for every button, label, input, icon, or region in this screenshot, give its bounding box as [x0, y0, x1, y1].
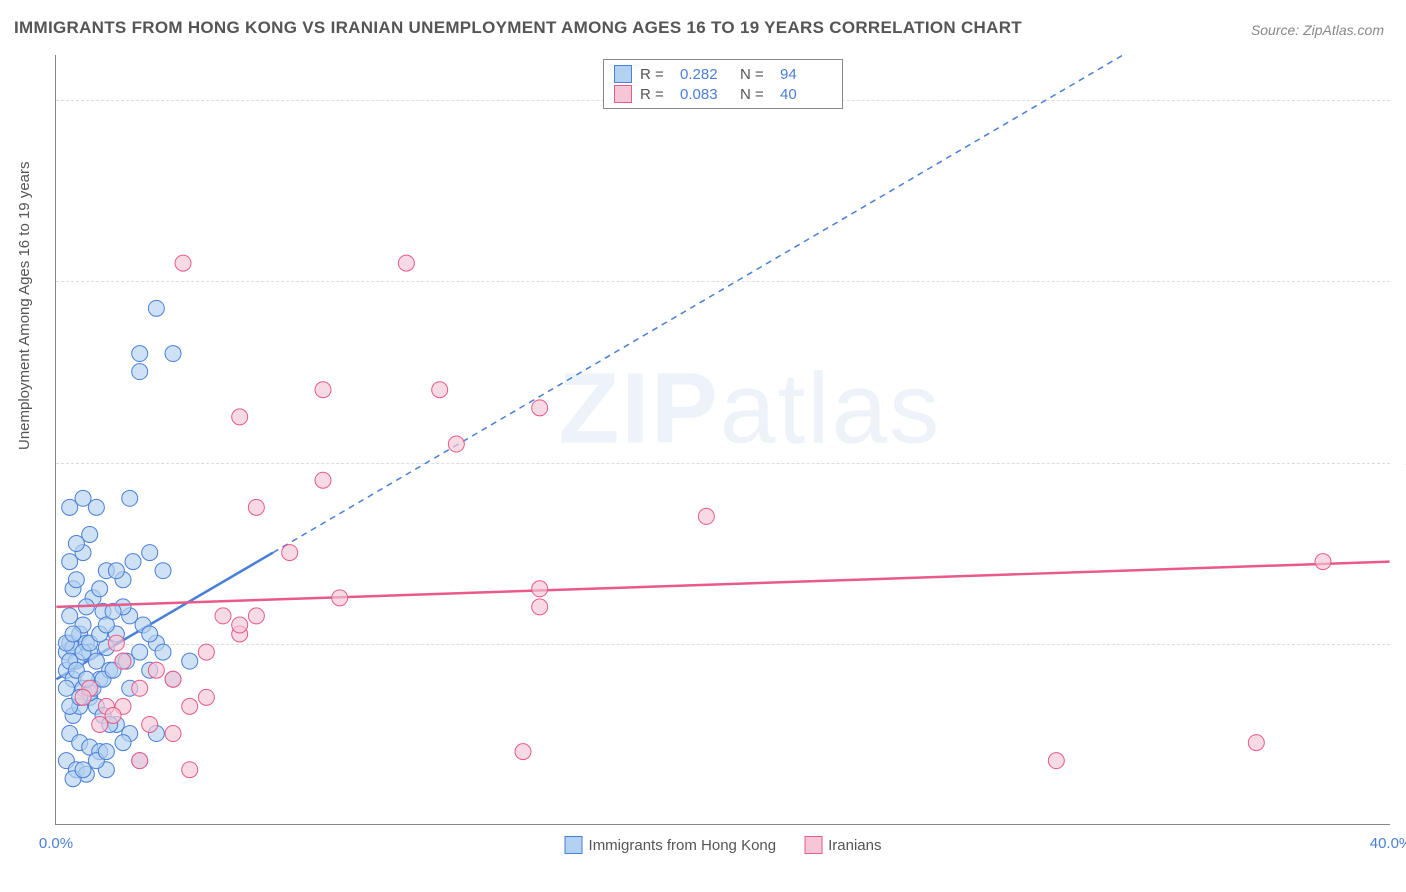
x-tick-label: 0.0%: [39, 835, 73, 852]
data-point: [248, 499, 264, 515]
data-point: [532, 599, 548, 615]
r-value: 0.282: [680, 66, 732, 83]
y-tick-label: 20.0%: [1396, 635, 1406, 652]
trend-line-dashed: [273, 55, 1123, 553]
data-point: [182, 762, 198, 778]
data-point: [155, 563, 171, 579]
data-point: [148, 300, 164, 316]
data-point: [315, 382, 331, 398]
swatch-pink: [804, 836, 822, 854]
data-point: [165, 671, 181, 687]
legend-label: Immigrants from Hong Kong: [589, 837, 777, 854]
data-point: [122, 490, 138, 506]
data-point: [108, 563, 124, 579]
n-value: 94: [780, 66, 832, 83]
y-tick-label: 40.0%: [1396, 454, 1406, 471]
data-point: [142, 626, 158, 642]
y-axis-label: Unemployment Among Ages 16 to 19 years: [16, 161, 33, 450]
x-tick-label: 40.0%: [1370, 835, 1406, 852]
data-point: [165, 726, 181, 742]
data-point: [232, 409, 248, 425]
data-point: [132, 680, 148, 696]
data-point: [68, 572, 84, 588]
data-point: [132, 346, 148, 362]
data-point: [82, 527, 98, 543]
n-label: N =: [740, 66, 772, 83]
data-point: [448, 436, 464, 452]
data-point: [148, 662, 164, 678]
legend-stats-row: R = 0.282 N = 94: [614, 64, 832, 84]
data-point: [62, 608, 78, 624]
legend-item: Iranians: [804, 836, 881, 854]
data-point: [132, 753, 148, 769]
data-point: [315, 472, 331, 488]
data-point: [532, 400, 548, 416]
data-point: [182, 653, 198, 669]
scatter-svg: [56, 55, 1390, 824]
data-point: [1248, 735, 1264, 751]
data-point: [198, 689, 214, 705]
data-point: [398, 255, 414, 271]
n-label: N =: [740, 86, 772, 103]
data-point: [515, 744, 531, 760]
data-point: [248, 608, 264, 624]
data-point: [182, 698, 198, 714]
legend-series: Immigrants from Hong Kong Iranians: [565, 836, 882, 854]
data-point: [232, 617, 248, 633]
data-point: [65, 626, 81, 642]
data-point: [198, 644, 214, 660]
data-point: [332, 590, 348, 606]
data-point: [142, 545, 158, 561]
swatch-pink: [614, 85, 632, 103]
data-point: [165, 346, 181, 362]
data-point: [115, 735, 131, 751]
legend-item: Immigrants from Hong Kong: [565, 836, 777, 854]
data-point: [108, 635, 124, 651]
data-point: [75, 689, 91, 705]
r-label: R =: [640, 66, 672, 83]
data-point: [88, 499, 104, 515]
data-point: [88, 653, 104, 669]
data-point: [92, 716, 108, 732]
data-point: [132, 364, 148, 380]
data-point: [282, 545, 298, 561]
r-value: 0.083: [680, 86, 732, 103]
data-point: [1048, 753, 1064, 769]
r-label: R =: [640, 86, 672, 103]
data-point: [1315, 554, 1331, 570]
data-point: [532, 581, 548, 597]
n-value: 40: [780, 86, 832, 103]
trend-line: [56, 562, 1389, 607]
source-label: Source: ZipAtlas.com: [1251, 22, 1384, 38]
data-point: [155, 644, 171, 660]
legend-stats: R = 0.282 N = 94 R = 0.083 N = 40: [603, 59, 843, 109]
data-point: [175, 255, 191, 271]
chart-title: IMMIGRANTS FROM HONG KONG VS IRANIAN UNE…: [14, 18, 1022, 38]
data-point: [698, 508, 714, 524]
data-point: [432, 382, 448, 398]
swatch-blue: [565, 836, 583, 854]
data-point: [98, 744, 114, 760]
plot-area: ZIPatlas R = 0.282 N = 94 R = 0.083 N = …: [55, 55, 1390, 825]
data-point: [92, 581, 108, 597]
y-tick-label: 60.0%: [1396, 273, 1406, 290]
data-point: [125, 554, 141, 570]
legend-stats-row: R = 0.083 N = 40: [614, 84, 832, 104]
swatch-blue: [614, 65, 632, 83]
legend-label: Iranians: [828, 837, 881, 854]
data-point: [115, 653, 131, 669]
data-point: [215, 608, 231, 624]
data-point: [142, 716, 158, 732]
y-tick-label: 80.0%: [1396, 92, 1406, 109]
